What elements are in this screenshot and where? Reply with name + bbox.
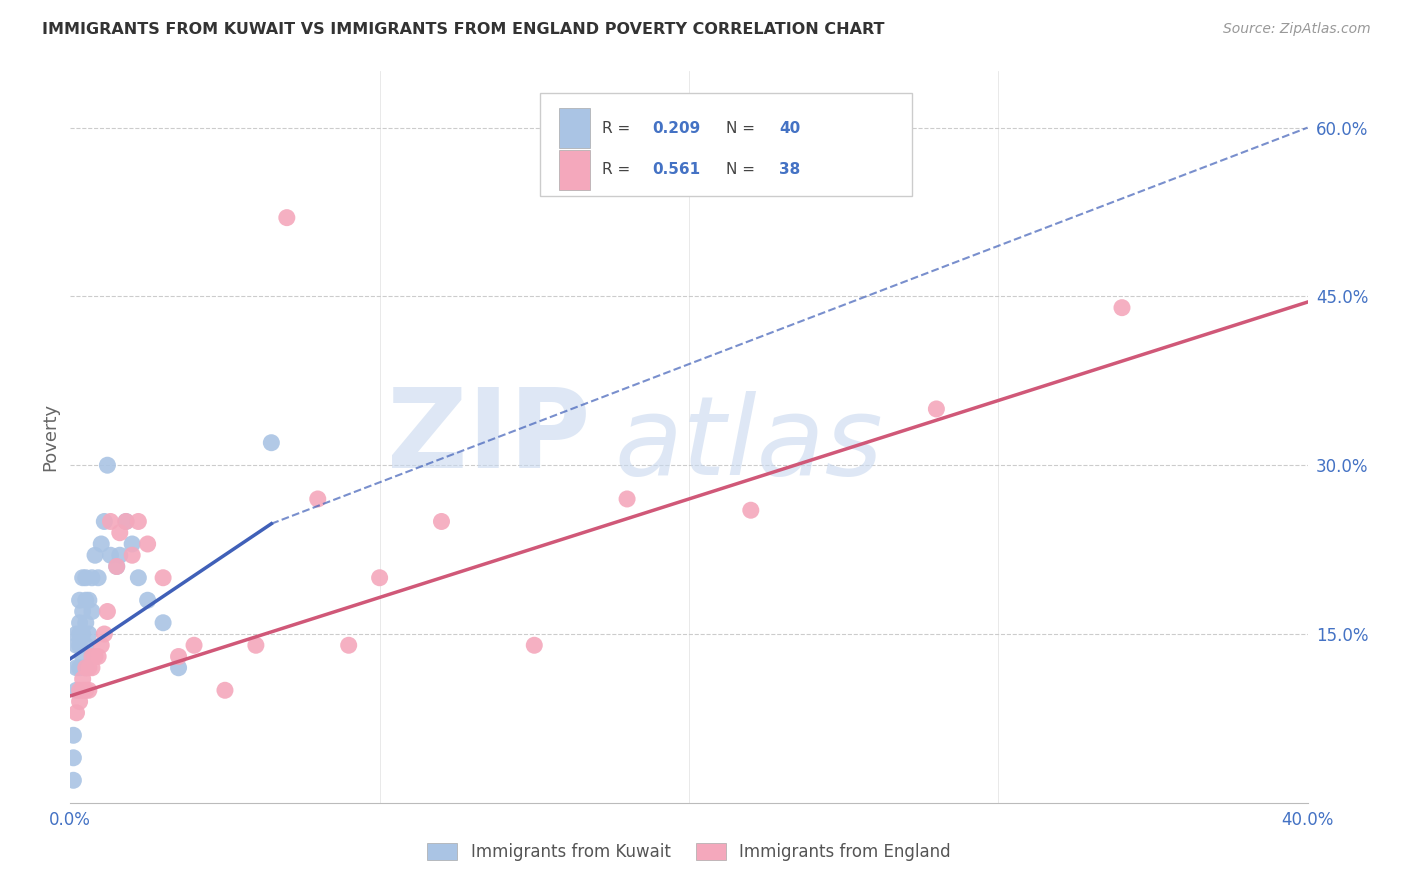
Text: 40: 40	[779, 120, 800, 136]
Point	[616, 491, 638, 506]
Point	[307, 491, 329, 506]
Text: N =: N =	[725, 162, 759, 178]
Text: IMMIGRANTS FROM KUWAIT VS IMMIGRANTS FROM ENGLAND POVERTY CORRELATION CHART: IMMIGRANTS FROM KUWAIT VS IMMIGRANTS FRO…	[42, 22, 884, 37]
Point	[1111, 301, 1133, 315]
Point	[62, 728, 84, 742]
Point	[65, 706, 87, 720]
Point	[121, 537, 143, 551]
Point	[152, 615, 174, 630]
Point	[167, 649, 190, 664]
Point	[62, 773, 84, 788]
Point	[96, 458, 118, 473]
Point	[69, 683, 91, 698]
Point	[75, 638, 97, 652]
Point	[100, 548, 122, 562]
Point	[80, 571, 103, 585]
Point	[77, 593, 100, 607]
Point	[214, 683, 236, 698]
Point	[80, 661, 103, 675]
Y-axis label: Poverty: Poverty	[41, 403, 59, 471]
Point	[75, 683, 97, 698]
Point	[430, 515, 453, 529]
Text: atlas: atlas	[614, 391, 883, 498]
Point	[75, 661, 97, 675]
Point	[90, 537, 112, 551]
Point	[84, 649, 107, 664]
Point	[77, 661, 100, 675]
Point	[183, 638, 205, 652]
Text: R =: R =	[602, 120, 636, 136]
Point	[167, 661, 190, 675]
Point	[69, 661, 91, 675]
Point	[136, 537, 159, 551]
Point	[115, 515, 138, 529]
Point	[127, 571, 149, 585]
Text: 38: 38	[779, 162, 800, 178]
Point	[75, 593, 97, 607]
Point	[96, 605, 118, 619]
FancyBboxPatch shape	[540, 94, 911, 195]
Point	[108, 548, 131, 562]
Point	[77, 683, 100, 698]
Point	[93, 515, 115, 529]
Point	[115, 515, 138, 529]
Point	[65, 683, 87, 698]
Point	[84, 548, 107, 562]
Text: Source: ZipAtlas.com: Source: ZipAtlas.com	[1223, 22, 1371, 37]
Text: ZIP: ZIP	[387, 384, 591, 491]
Point	[69, 593, 91, 607]
Point	[75, 615, 97, 630]
Point	[337, 638, 360, 652]
Point	[72, 605, 94, 619]
Point	[62, 751, 84, 765]
Text: 0.209: 0.209	[652, 120, 700, 136]
Point	[69, 638, 91, 652]
Point	[87, 649, 110, 664]
Point	[77, 627, 100, 641]
Legend: Immigrants from Kuwait, Immigrants from England: Immigrants from Kuwait, Immigrants from …	[420, 836, 957, 868]
Point	[108, 525, 131, 540]
Point	[72, 683, 94, 698]
Point	[87, 571, 110, 585]
Point	[260, 435, 283, 450]
Point	[72, 571, 94, 585]
Point	[65, 627, 87, 641]
Point	[72, 627, 94, 641]
Point	[75, 661, 97, 675]
Point	[65, 638, 87, 652]
Point	[276, 211, 298, 225]
Point	[72, 649, 94, 664]
Point	[368, 571, 391, 585]
Point	[100, 515, 122, 529]
Point	[105, 559, 128, 574]
Point	[523, 638, 546, 652]
Point	[69, 694, 91, 708]
Point	[93, 627, 115, 641]
Point	[65, 661, 87, 675]
Point	[245, 638, 267, 652]
Text: R =: R =	[602, 162, 636, 178]
Text: 0.561: 0.561	[652, 162, 700, 178]
Bar	[560, 150, 591, 190]
Point	[75, 571, 97, 585]
Point	[80, 649, 103, 664]
Point	[69, 615, 91, 630]
Point	[105, 559, 128, 574]
Point	[69, 627, 91, 641]
Text: N =: N =	[725, 120, 759, 136]
Point	[72, 672, 94, 686]
Point	[740, 503, 762, 517]
Point	[925, 401, 948, 416]
Point	[127, 515, 149, 529]
Point	[121, 548, 143, 562]
Bar	[560, 108, 591, 148]
Point	[90, 638, 112, 652]
Point	[152, 571, 174, 585]
Point	[80, 605, 103, 619]
Point	[136, 593, 159, 607]
